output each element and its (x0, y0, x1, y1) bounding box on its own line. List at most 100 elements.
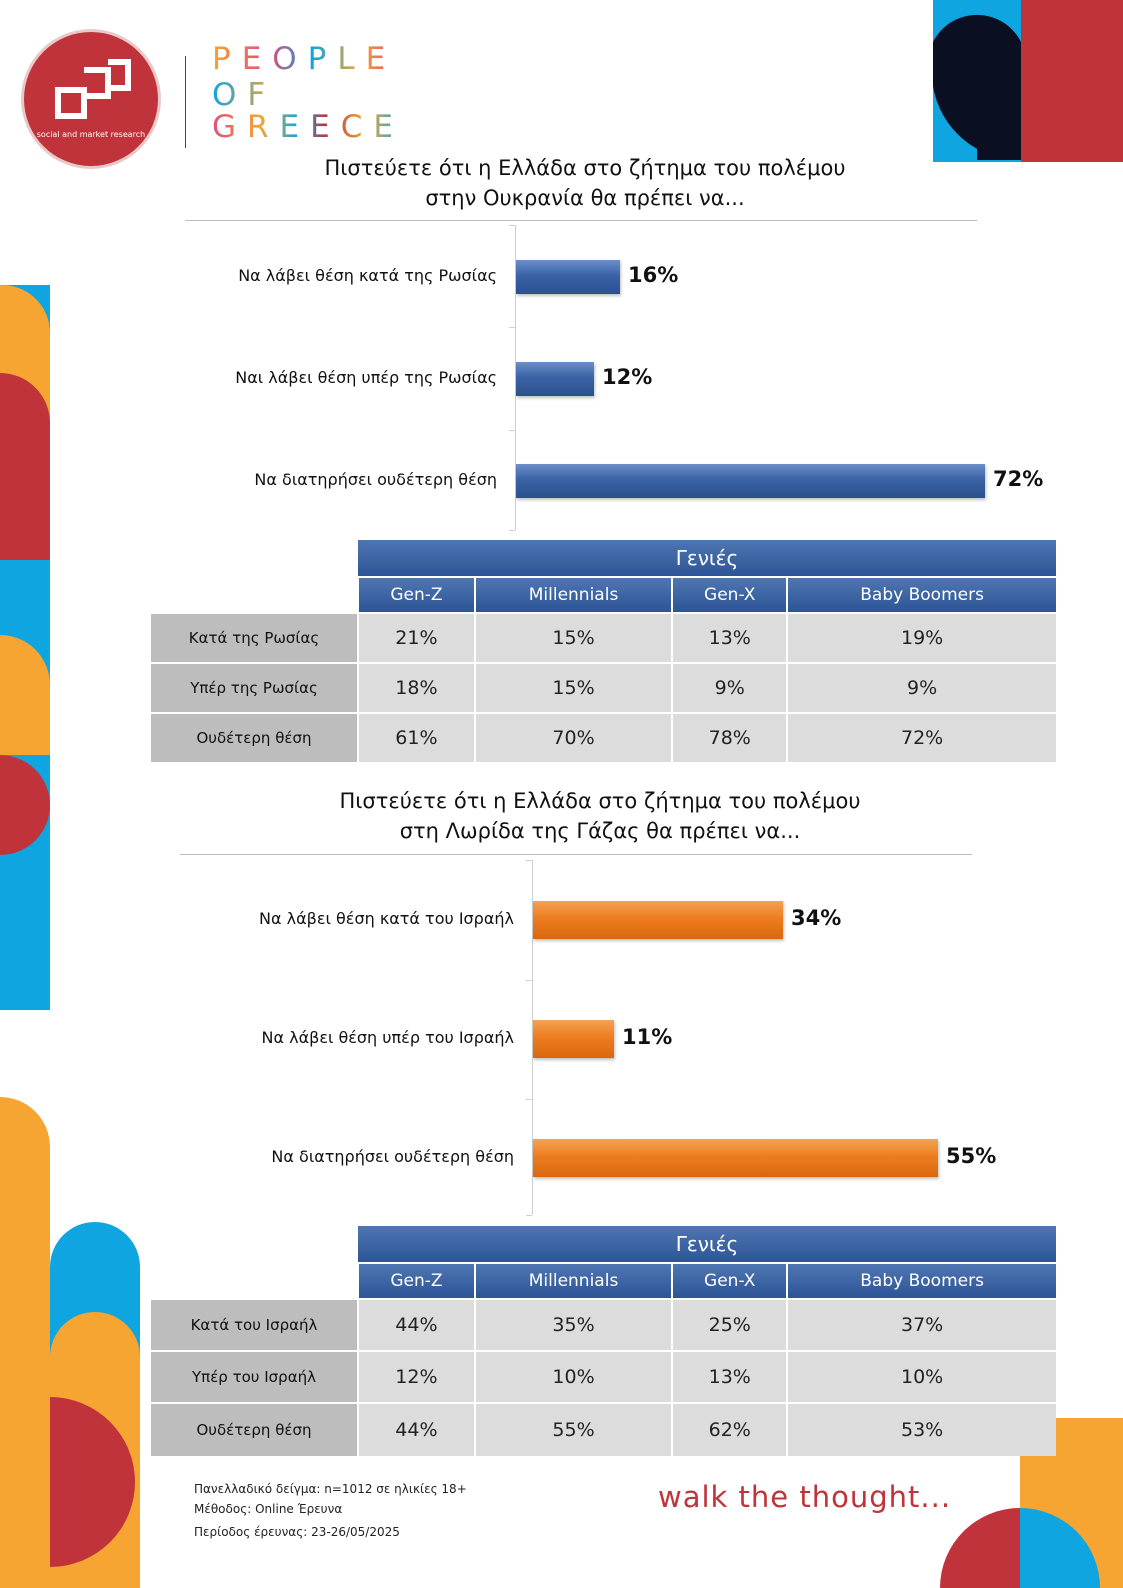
chart1-title-rule (185, 220, 977, 221)
chart2-tick (526, 860, 532, 861)
table-cell: 70% (473, 712, 673, 762)
chart2-axis (532, 860, 533, 1215)
table-cell: 9% (786, 662, 1056, 713)
chart2-value-label: 55% (946, 1144, 997, 1168)
people-of-greece-line3: GREECE (212, 110, 404, 144)
table2-row1-label: Κατά του Ισραήλ (151, 1298, 358, 1351)
header-divider (185, 56, 186, 148)
table-row: Υπέρ του Ισραήλ 12% 10% 13% 10% (151, 1350, 1056, 1403)
table-cell: 35% (473, 1298, 673, 1351)
pog-line3-text: GREECE (212, 109, 404, 145)
table1: Γενιές Gen-Z Millennials Gen-X Baby Boom… (151, 540, 1056, 762)
table-cell: 9% (671, 662, 788, 713)
chart1-category-label: Να λάβει θέση κατά της Ρωσίας (238, 266, 497, 285)
table-cell: 25% (671, 1298, 788, 1351)
people-of-greece-line2: OF (212, 78, 276, 112)
table1-col-genz: Gen-Z (357, 576, 475, 613)
table-cell: 21% (357, 612, 475, 663)
table1-corner2 (151, 576, 358, 613)
table1-col-boomers: Baby Boomers (786, 576, 1056, 613)
chart2-bar (533, 1020, 614, 1058)
table-cell: 72% (786, 712, 1056, 762)
table-cell: 13% (671, 612, 788, 663)
chart2-title-line1: Πιστεύετε ότι η Ελλάδα στο ζήτημα του πο… (339, 789, 861, 813)
table2-col-genz: Gen-Z (357, 1262, 475, 1299)
table-cell: 37% (786, 1298, 1056, 1351)
chart1-value-label: 72% (993, 467, 1044, 491)
footer-period: Περίοδος έρευνας: 23-26/05/2025 (194, 1525, 400, 1539)
table-cell: 44% (357, 1402, 475, 1456)
table2-col-genx: Gen-X (671, 1262, 788, 1299)
chart1-bar (516, 362, 594, 396)
table1-col-millennials: Millennials (473, 576, 673, 613)
chart1-category-label: Ναι λάβει θέση υπέρ της Ρωσίας (235, 368, 497, 387)
table2: Γενιές Gen-Z Millennials Gen-X Baby Boom… (151, 1226, 1056, 1456)
chart1-title-line1: Πιστεύετε ότι η Ελλάδα στο ζήτημα του πο… (324, 156, 846, 180)
chart2-tick (526, 980, 532, 981)
table-cell: 15% (473, 662, 673, 713)
chart1-bar (516, 464, 985, 498)
table-row: Ουδέτερη θέση 44% 55% 62% 53% (151, 1402, 1056, 1456)
company-logo-mark (55, 59, 131, 119)
table2-col-millennials: Millennials (473, 1262, 673, 1299)
table-cell: 10% (473, 1350, 673, 1403)
table-cell: 18% (357, 662, 475, 713)
table2-row3-label: Ουδέτερη θέση (151, 1402, 358, 1456)
company-logo: social and market research (24, 32, 158, 166)
chart2-tick (526, 1215, 532, 1216)
table-cell: 13% (671, 1350, 788, 1403)
chart1-title-line2: στην Ουκρανία θα πρέπει να... (425, 186, 745, 210)
table1-row2-label: Υπέρ της Ρωσίας (151, 662, 358, 713)
chart1-category-label: Να διατηρήσει ουδέτερη θέση (254, 470, 497, 489)
table1-col-genx: Gen-X (671, 576, 788, 613)
table2-group-header: Γενιές (358, 1226, 1056, 1263)
chart2-tick (526, 1099, 532, 1100)
chart1-value-label: 12% (602, 365, 653, 389)
chart1-axis (515, 225, 516, 530)
table-cell: 78% (671, 712, 788, 762)
chart2-bar (533, 1139, 938, 1177)
table1-corner (151, 540, 358, 577)
table-cell: 15% (473, 612, 673, 663)
table-cell: 61% (357, 712, 475, 762)
table2-row2-label: Υπέρ του Ισραήλ (151, 1350, 358, 1403)
table2-corner (151, 1226, 358, 1263)
table2-col-boomers: Baby Boomers (786, 1262, 1056, 1299)
table-row: Κατά του Ισραήλ 44% 35% 25% 37% (151, 1298, 1056, 1351)
chart2-title-rule (180, 854, 972, 855)
table-row: Ουδέτερη θέση 61% 70% 78% 72% (151, 712, 1056, 762)
chart1-tick (509, 430, 515, 431)
table1-group-header: Γενιές (358, 540, 1056, 577)
table-cell: 53% (786, 1402, 1056, 1456)
chart2-bar (533, 901, 783, 939)
people-of-greece-line1: PEOPLE (212, 42, 396, 76)
table-cell: 62% (671, 1402, 788, 1456)
chart2-value-label: 34% (791, 906, 842, 930)
table-cell: 12% (357, 1350, 475, 1403)
chart1-bar (516, 260, 620, 294)
pog-line1-text: PEOPLE (212, 41, 397, 77)
chart1-tick (509, 327, 515, 328)
table2-corner2 (151, 1262, 358, 1299)
chart1-tick (509, 225, 515, 226)
chart2-category-label: Να λάβει θέση υπέρ του Ισραήλ (261, 1028, 515, 1047)
table-cell: 44% (357, 1298, 475, 1351)
chart2-title-line2: στη Λωρίδα της Γάζας θα πρέπει να... (399, 819, 801, 843)
company-tagline: social and market research (36, 130, 146, 139)
table-cell: 55% (473, 1402, 673, 1456)
table1-row3-label: Ουδέτερη θέση (151, 712, 358, 762)
table-row: Κατά της Ρωσίας 21% 15% 13% 19% (151, 612, 1056, 663)
pog-line2-text: OF (212, 77, 277, 113)
footer-method: Μέθοδος: Online Έρευνα (194, 1502, 343, 1516)
chart1-tick (509, 530, 515, 531)
tagline: walk the thought... (658, 1480, 952, 1514)
chart2-category-label: Να διατηρήσει ουδέτερη θέση (271, 1147, 514, 1166)
chart2-category-label: Να λάβει θέση κατά του Ισραήλ (259, 909, 514, 928)
chart1-value-label: 16% (628, 263, 679, 287)
chart1-title: Πιστεύετε ότι η Ελλάδα στο ζήτημα του πο… (230, 153, 940, 213)
table1-row1-label: Κατά της Ρωσίας (151, 612, 358, 663)
chart2-title: Πιστεύετε ότι η Ελλάδα στο ζήτημα του πο… (245, 786, 955, 846)
chart2-value-label: 11% (622, 1025, 673, 1049)
table-row: Υπέρ της Ρωσίας 18% 15% 9% 9% (151, 662, 1056, 713)
table-cell: 10% (786, 1350, 1056, 1403)
